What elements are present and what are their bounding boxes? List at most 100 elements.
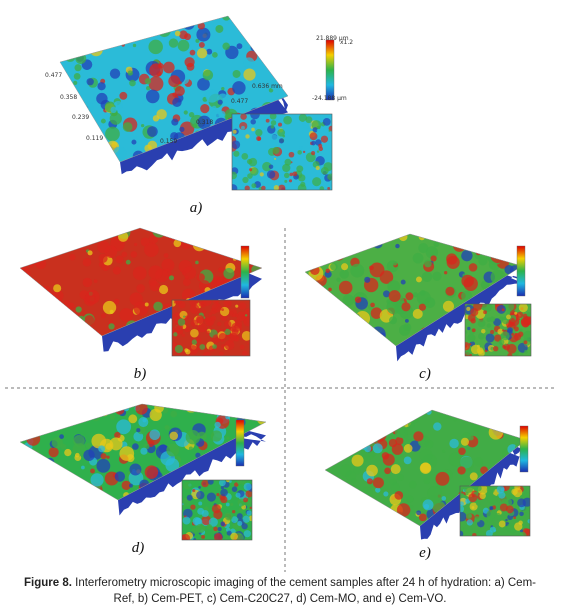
- texture-blob: [504, 304, 515, 312]
- texture-blob: [345, 320, 353, 328]
- texture-blob: [64, 155, 74, 162]
- texture-blob: [514, 311, 518, 315]
- texture-blob: [524, 349, 528, 354]
- texture-blob: [283, 172, 290, 179]
- texture-blob: [138, 417, 149, 428]
- texture-blob: [89, 43, 103, 57]
- texture-blob: [53, 315, 64, 327]
- texture-blob: [416, 510, 422, 516]
- texture-blob: [473, 457, 484, 467]
- inset-frame: [171, 299, 251, 357]
- texture-blob: [325, 520, 331, 526]
- texture-blob: [30, 408, 41, 419]
- texture-blob: [510, 310, 516, 316]
- texture-blob: [48, 447, 59, 458]
- texture-blob: [90, 468, 95, 474]
- texture-blob: [448, 452, 463, 467]
- texture-blob: [261, 452, 266, 460]
- panel-label: d): [132, 540, 145, 556]
- surface-panel: [304, 233, 532, 362]
- texture-blob: [289, 172, 294, 177]
- texture-blob: [202, 300, 212, 306]
- texture-blob: [66, 415, 77, 425]
- texture-blob: [366, 478, 373, 485]
- texture-blob: [270, 134, 279, 143]
- texture-blob: [230, 503, 234, 507]
- texture-blob: [250, 114, 260, 120]
- texture-blob: [419, 462, 432, 474]
- texture-blob: [70, 49, 76, 55]
- texture-blob: [217, 527, 222, 532]
- texture-blob: [172, 97, 182, 108]
- texture-blob: [118, 26, 123, 31]
- texture-blob: [157, 23, 171, 38]
- texture-blob: [283, 115, 292, 125]
- texture-blob: [246, 510, 252, 516]
- texture-blob: [415, 276, 422, 283]
- texture-blob: [226, 436, 230, 440]
- texture-blob: [272, 146, 280, 155]
- texture-blob: [489, 329, 495, 335]
- texture-blob: [270, 125, 275, 129]
- texture-blob: [468, 493, 478, 503]
- texture-blob: [370, 307, 383, 319]
- texture-blob: [305, 340, 308, 344]
- texture-blob: [20, 418, 28, 428]
- texture-blob: [242, 176, 249, 184]
- texture-blob: [45, 303, 53, 311]
- texture-blob: [265, 118, 270, 123]
- texture-blob: [224, 535, 229, 540]
- texture-blob: [345, 416, 358, 428]
- texture-blob: [85, 443, 92, 449]
- axis-label: 0.239: [72, 114, 89, 121]
- texture-blob: [74, 158, 81, 162]
- texture-blob: [325, 508, 330, 513]
- texture-blob: [278, 184, 286, 190]
- panel-label: c): [419, 366, 431, 382]
- texture-blob: [83, 449, 95, 461]
- texture-blob: [333, 486, 338, 491]
- texture-blob: [494, 531, 500, 536]
- texture-blob: [181, 333, 185, 337]
- texture-blob: [173, 404, 178, 406]
- texture-blob: [494, 512, 502, 520]
- texture-blob: [210, 110, 221, 121]
- inset-texture: [460, 486, 530, 536]
- texture-blob: [38, 405, 49, 416]
- texture-blob: [186, 494, 193, 501]
- surface-panel: [19, 227, 263, 357]
- texture-blob: [251, 127, 255, 132]
- texture-blob: [284, 179, 288, 183]
- texture-blob: [246, 158, 253, 165]
- axis-label: 0.318: [196, 119, 213, 126]
- texture-blob: [365, 510, 374, 519]
- texture-blob: [383, 410, 388, 413]
- texture-blob: [182, 278, 191, 287]
- texture-blob: [208, 312, 213, 316]
- texture-blob: [202, 309, 207, 314]
- texture-blob: [366, 464, 378, 477]
- texture-blob: [352, 499, 358, 504]
- texture-blob: [85, 289, 100, 305]
- inset-texture: [465, 304, 531, 356]
- texture-blob: [96, 92, 108, 105]
- texture-blob: [499, 503, 508, 512]
- texture-blob: [474, 516, 481, 523]
- texture-blob: [136, 428, 141, 433]
- panel-label: a): [190, 200, 203, 216]
- surface-panel: [59, 15, 335, 191]
- texture-blob: [408, 480, 417, 489]
- texture-blob: [117, 231, 129, 242]
- texture-blob: [220, 485, 225, 490]
- texture-blob: [149, 429, 161, 441]
- texture-blob: [249, 405, 262, 418]
- texture-blob: [238, 16, 251, 22]
- texture-blob: [191, 339, 198, 345]
- texture-blob: [211, 504, 221, 514]
- texture-blob: [174, 30, 181, 37]
- panels: [19, 15, 532, 541]
- texture-blob: [489, 316, 496, 323]
- texture-blob: [302, 150, 306, 154]
- texture-blob: [426, 410, 432, 415]
- texture-blob: [188, 153, 196, 161]
